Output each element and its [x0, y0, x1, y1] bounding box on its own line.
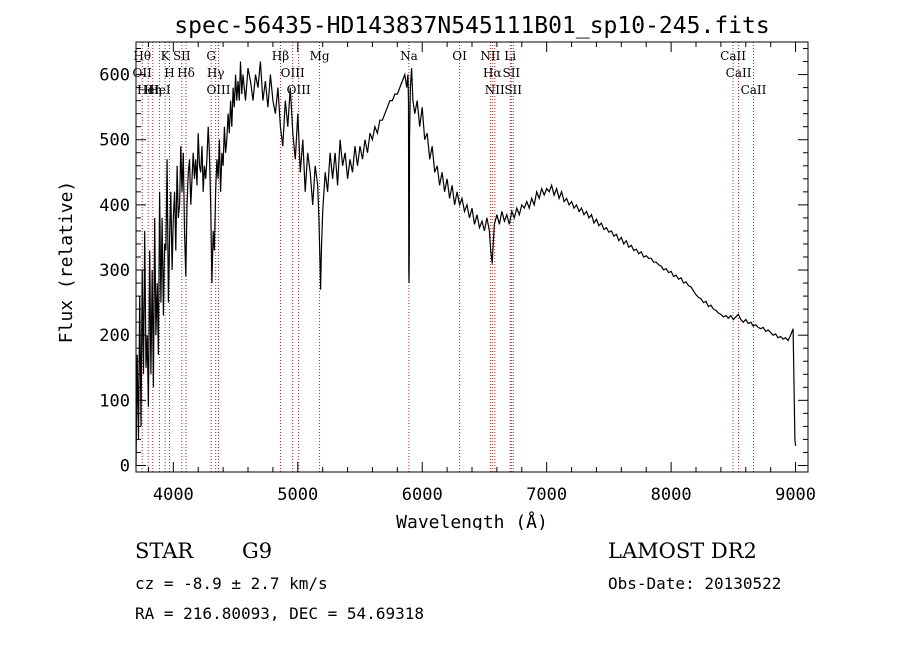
line-marker-label: HeI [137, 83, 160, 97]
line-marker-label: OIII [287, 83, 311, 97]
line-marker-label: HeI [148, 83, 171, 97]
line-marker-label: Hβ [272, 49, 289, 63]
plot-frame [135, 41, 809, 473]
line-marker-label: Li [504, 49, 516, 63]
coordinates: RA = 216.80093, DEC = 54.69318 [135, 604, 424, 623]
y-axis-label: Flux (relative) [56, 181, 77, 344]
line-marker-label: CaII [741, 83, 767, 97]
line-marker-label: NII [485, 83, 505, 97]
line-marker-label: SII [502, 66, 520, 80]
line-marker-label: G [206, 49, 216, 63]
y-tick-label: 600 [99, 66, 130, 86]
y-tick-label: 500 [99, 131, 130, 151]
line-marker-label: Mg [310, 49, 330, 63]
chart-title: spec-56435-HD143837N545111B01_sp10-245.f… [174, 13, 769, 39]
line-marker-label: NII [480, 49, 500, 63]
survey-name: LAMOST DR2 [608, 539, 757, 563]
object-subclass: G9 [242, 539, 273, 563]
y-tick-label: 400 [99, 196, 130, 216]
line-marker-label: H [164, 66, 174, 80]
line-marker-label: SII [504, 83, 522, 97]
line-marker-label: Na [400, 49, 418, 63]
spectrum-line [135, 61, 797, 466]
y-tick-label: 0 [120, 456, 130, 476]
line-marker-label: OIII [281, 66, 305, 80]
line-marker-label: OII [133, 66, 153, 80]
redshift-velocity: cz = -8.9 ± 2.7 km/s [135, 574, 328, 593]
object-class: STAR [135, 539, 194, 563]
line-marker-label: Hθ [133, 49, 151, 63]
line-marker-label: K [161, 49, 171, 63]
y-axis-ticks: 0 100 200 300 400 500 600 [99, 48, 808, 476]
x-tick-label: 9000 [775, 485, 816, 505]
spectrum-chart: spec-56435-HD143837N545111B01_sp10-245.f… [56, 13, 816, 530]
y-tick-label: 200 [99, 326, 130, 346]
line-marker-label: Hη [144, 83, 162, 97]
line-marker-label: Hδ [177, 66, 195, 80]
line-marker-label: OI [452, 49, 467, 63]
line-marker-label: SII [173, 49, 191, 63]
line-marker-label: CaII [720, 49, 746, 63]
x-axis-label: Wavelength (Å) [396, 511, 548, 530]
y-tick-label: 100 [99, 391, 130, 411]
x-tick-label: 4000 [153, 485, 194, 505]
line-marker-label: Hγ [207, 66, 225, 80]
x-tick-label: 6000 [402, 485, 443, 505]
line-marker-label: Hα [483, 66, 502, 80]
x-tick-label: 5000 [277, 485, 318, 505]
observation-date: Obs-Date: 20130522 [608, 574, 782, 593]
x-tick-label: 7000 [526, 485, 567, 505]
line-marker-label: CaII [726, 66, 752, 80]
line-marker-label: OIII [206, 83, 230, 97]
x-axis-ticks: 4000 5000 6000 7000 8000 9000 [147, 42, 816, 505]
x-tick-label: 8000 [651, 485, 692, 505]
y-tick-label: 300 [99, 261, 130, 281]
